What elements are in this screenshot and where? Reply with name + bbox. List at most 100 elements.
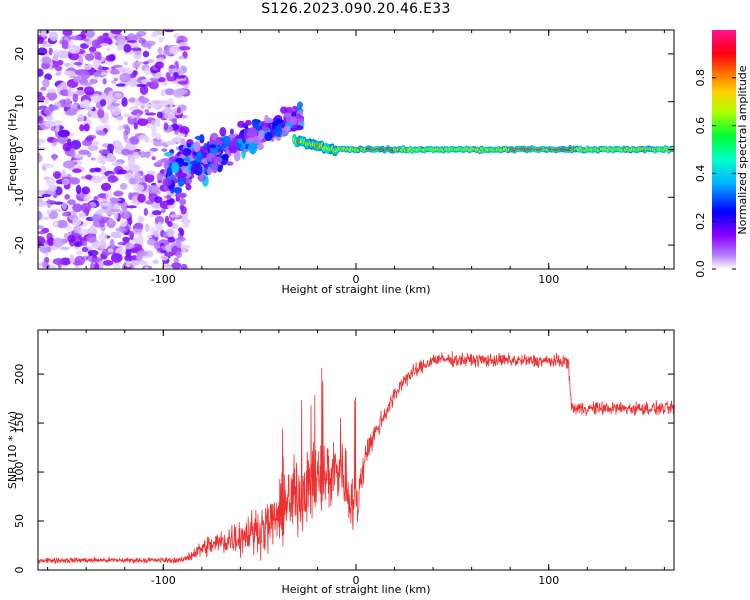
spectrogram-blob [97,108,105,119]
spectrogram-blob [146,238,156,245]
spectrogram-blob [130,47,142,51]
spectrogram-blob [173,186,183,194]
spectrogram-blob [92,241,100,249]
spectrogram-blob [245,119,252,126]
spectrogram-blob [56,59,64,66]
spectrogram-blob [226,161,234,166]
spectrogram-blob [118,66,126,73]
spectrogram-blob [78,212,87,219]
spectrogram-blob [163,106,171,115]
spectrogram-blob [77,114,85,122]
spectrogram-blob [176,172,183,178]
spectrogram-blob [99,99,107,107]
spectrogram-xlabel: Height of straight line (km) [281,283,430,296]
snr-series-line [38,351,674,565]
spectrogram-blob [161,148,168,152]
spectrogram-blob [133,184,145,192]
spectrogram-blob [78,149,90,155]
spectrogram-blob [175,250,182,259]
spectrogram-blob [40,30,47,38]
spectrogram-blob [158,36,164,43]
spectrogram-blob [148,80,159,90]
spectrogram-blob [129,135,140,145]
spectrogram-blob [207,166,212,176]
spectrogram-blob [38,115,44,124]
spectrogram-blob [162,178,172,187]
spectrogram-blob [185,178,192,184]
spectrogram-blob [69,254,75,264]
spectrogram-blob [81,246,89,253]
y-tick-label: 200 [13,364,26,385]
spectrogram-blob [41,261,48,269]
spectrogram-blob [83,241,88,247]
spectrogram-blob [82,99,91,108]
spectrogram-blob [119,182,128,190]
spectrogram-blob [130,259,140,266]
spectrogram-blob [87,249,99,256]
spectrogram-blob [297,117,304,123]
x-tick-label: -100 [151,273,176,286]
spectrogram-blob [164,215,170,224]
spectrogram-blob [222,135,232,147]
spectrogram-blob [147,170,156,175]
spectrogram-blob [189,156,195,162]
spectrogram-blob [124,125,131,135]
spectrogram-blob [83,197,90,202]
spectrogram-blob [61,169,66,177]
spectrogram-blob [143,207,149,216]
spectrogram-blob [91,93,101,103]
spectrogram-blob [68,177,80,185]
spectrogram-blob [237,120,246,128]
colorbar-tick-label: 0.2 [694,212,707,230]
spectrogram-blob [196,150,203,162]
spectrogram-blob [38,152,41,163]
spectrogram-blob [88,46,97,53]
spectrogram-blob [52,153,57,161]
spectrogram-blob [67,199,76,206]
spectrogram-blob [182,220,190,229]
spectrogram-blob [264,131,273,142]
spectrogram-blob [213,156,223,164]
x-tick-label: 0 [353,273,360,286]
spectrogram-blob [173,72,179,77]
spectrogram-blob [176,107,181,114]
spectrogram-blob [182,148,192,156]
spectrogram-blob [113,262,121,269]
y-tick-label: 20 [13,47,26,61]
spectrogram-blob [128,217,133,226]
spectrogram-blob [96,130,106,136]
spectrogram-blob [144,173,155,183]
spectrogram-blob [137,215,145,223]
spectrogram-blob [143,61,149,65]
spectrogram-blob [152,259,159,264]
spectrogram-blob [41,43,53,48]
spectrogram-blob [42,163,55,168]
spectrogram-blob [209,144,217,149]
spectrogram-blob [275,119,283,124]
spectrogram-blob [156,133,162,140]
spectrogram-blob [144,67,150,76]
spectrogram-blob [250,129,255,135]
spectrogram-blob [126,40,138,44]
spectrogram-blob [179,125,190,135]
spectrogram-blob [144,137,150,143]
x-tick-label: 100 [538,273,559,286]
spectrogram-blob [290,116,298,126]
spectrogram-blob [45,200,57,204]
spectrogram-blob [273,125,282,138]
y-tick-label: 0 [13,146,26,153]
colorbar-tick-label: 0.4 [694,165,707,183]
spectrogram-blob [80,30,87,39]
spectrogram-blob [84,64,92,70]
spectrogram-blob [55,124,60,133]
spectrogram-blob [79,124,85,132]
spectrogram-blob [119,220,127,228]
spectrogram-blob [49,31,59,42]
spectrogram-blob [84,106,94,110]
spectrogram-blob [83,123,90,132]
spectrogram-blob [41,56,52,65]
spectrogram-blob [52,258,65,265]
spectrogram-blob [57,129,70,138]
spectrogram-blob [296,101,303,110]
spectrogram-blob [109,238,115,249]
